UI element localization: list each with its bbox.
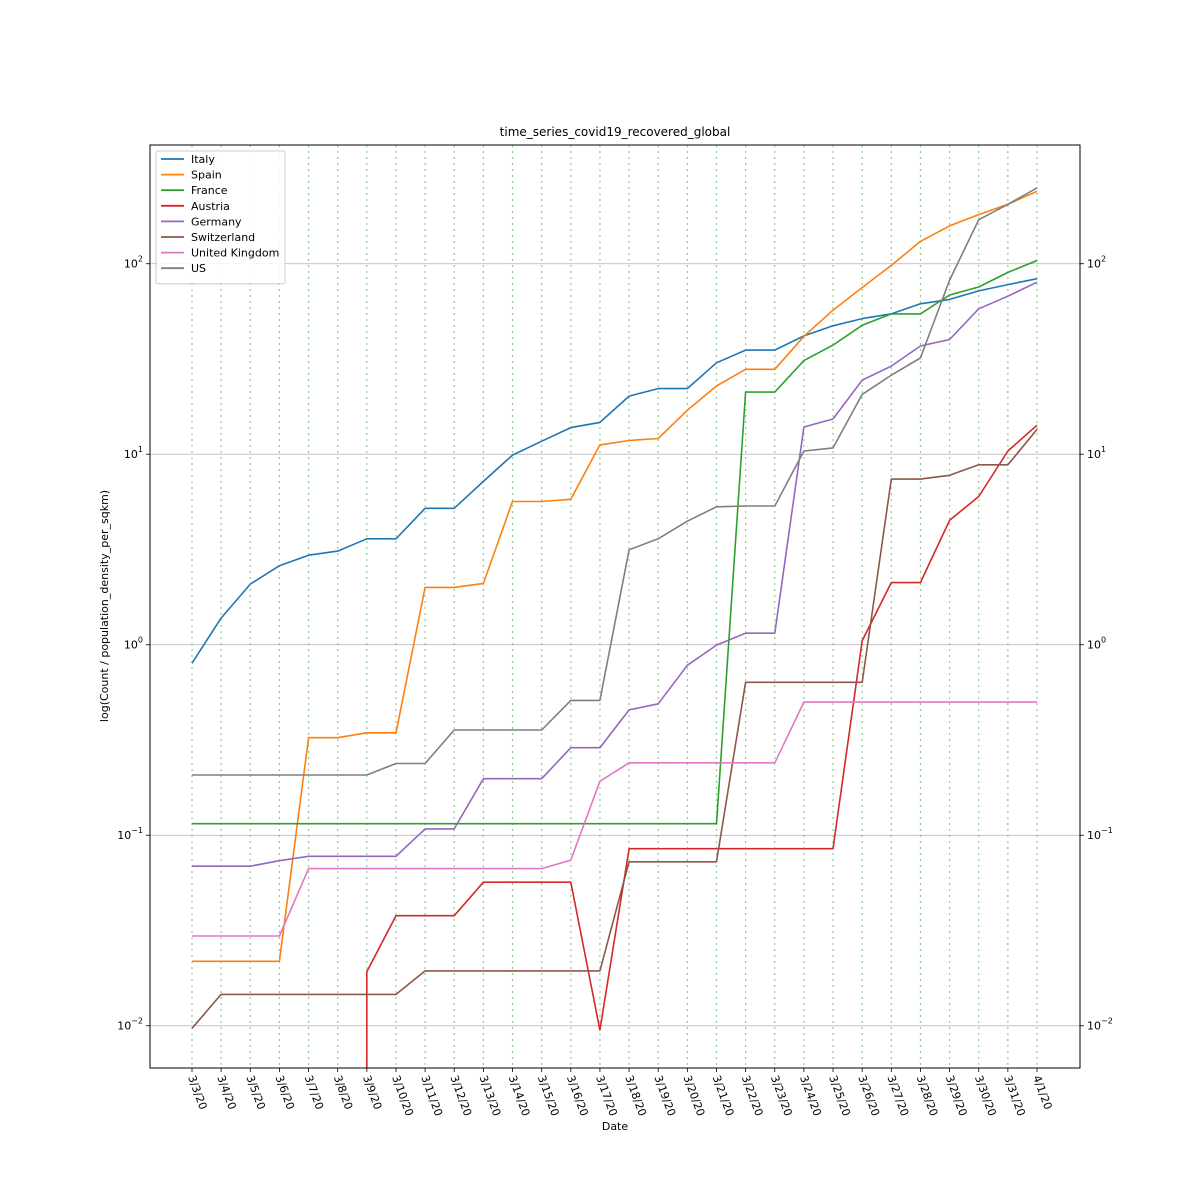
- y-axis-right-ticks: 10−2 10−1 100 101 102: [1080, 255, 1113, 1033]
- legend-box: [155, 150, 286, 285]
- legend-label: France: [191, 184, 228, 197]
- y-tick-label-left: 102: [124, 255, 143, 271]
- plot-frame: [149, 144, 1081, 1069]
- series-line-italy: [191, 277, 1038, 664]
- y-axis-label: log(Count / population_density_per_sqkm): [98, 490, 111, 722]
- y-tick-label-right: 10−2: [1087, 1017, 1113, 1033]
- legend-label: Italy: [191, 153, 215, 166]
- x-axis-label: Date: [602, 1120, 629, 1133]
- y-tick-label-right: 102: [1087, 255, 1106, 271]
- legend: Italy Spain France Austria Germany Switzerlan…: [155, 150, 286, 285]
- horizontal-gridlines: [150, 263, 1080, 1027]
- y-tick-label-left: 101: [124, 445, 143, 461]
- legend-label: Switzerland: [191, 231, 255, 244]
- y-axis-left-ticks: 10−2 10−1 100 101 102: [117, 255, 150, 1033]
- series-line-switzerland: [191, 428, 1038, 1029]
- series-line-germany: [192, 281, 1038, 867]
- legend-label: US: [191, 262, 206, 275]
- y-tick-label-left: 10−2: [117, 1017, 143, 1033]
- y-tick-label-right: 100: [1087, 636, 1106, 652]
- y-tick-label-right: 10−1: [1087, 826, 1113, 842]
- legend-label: Germany: [191, 215, 242, 228]
- vertical-gridlines: [191, 145, 1038, 1068]
- series-line-austria: [366, 424, 1038, 1068]
- y-tick-label-left: 100: [124, 636, 143, 652]
- y-tick-label-left: 10−1: [117, 826, 143, 842]
- y-tick-label-right: 101: [1087, 445, 1106, 461]
- series-line-united-kingdom: [192, 701, 1037, 937]
- series-line-spain: [192, 190, 1038, 963]
- legend-label: Austria: [191, 200, 230, 213]
- series-line-france: [192, 259, 1038, 825]
- series-lines: [191, 187, 1038, 1068]
- chart-title: time_series_covid19_recovered_global: [500, 125, 731, 139]
- legend-label: United Kingdom: [191, 247, 279, 260]
- series-line-us: [192, 187, 1038, 776]
- legend-label: Spain: [191, 169, 222, 182]
